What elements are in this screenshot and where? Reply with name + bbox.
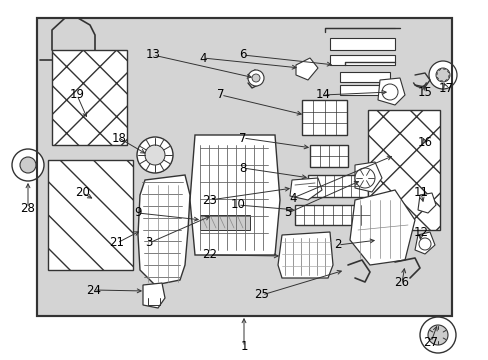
Text: 10: 10 bbox=[230, 198, 245, 211]
Text: 27: 27 bbox=[423, 336, 438, 348]
Text: 22: 22 bbox=[202, 248, 217, 261]
Text: 16: 16 bbox=[417, 136, 431, 149]
Circle shape bbox=[427, 325, 447, 345]
Bar bbox=[302, 100, 346, 135]
Bar bbox=[339, 85, 389, 95]
Text: 4: 4 bbox=[289, 192, 296, 204]
Text: 11: 11 bbox=[413, 186, 427, 199]
Bar bbox=[294, 205, 369, 225]
Text: 18: 18 bbox=[111, 131, 126, 144]
Bar bbox=[329, 55, 394, 65]
Circle shape bbox=[12, 149, 44, 181]
Text: 19: 19 bbox=[69, 89, 84, 102]
Text: 7: 7 bbox=[217, 89, 224, 102]
Circle shape bbox=[354, 168, 374, 188]
Circle shape bbox=[145, 145, 164, 165]
Bar bbox=[37, 18, 451, 316]
Circle shape bbox=[419, 317, 455, 353]
Bar bbox=[37, 18, 451, 316]
Bar bbox=[309, 145, 347, 167]
Bar bbox=[339, 72, 389, 82]
Polygon shape bbox=[389, 145, 407, 162]
Circle shape bbox=[20, 157, 36, 173]
Polygon shape bbox=[414, 232, 434, 254]
Circle shape bbox=[247, 70, 264, 86]
Bar bbox=[48, 160, 133, 270]
Circle shape bbox=[435, 68, 449, 82]
Text: 9: 9 bbox=[134, 207, 142, 220]
Polygon shape bbox=[138, 175, 190, 285]
Text: 6: 6 bbox=[239, 49, 246, 62]
Polygon shape bbox=[295, 58, 317, 80]
Text: 21: 21 bbox=[109, 237, 124, 249]
Text: 17: 17 bbox=[438, 81, 452, 94]
Text: 1: 1 bbox=[240, 341, 247, 354]
Circle shape bbox=[251, 74, 260, 82]
Bar bbox=[307, 175, 367, 197]
Circle shape bbox=[428, 61, 456, 89]
Bar bbox=[52, 50, 127, 145]
Text: 23: 23 bbox=[202, 194, 217, 207]
Text: 14: 14 bbox=[315, 89, 330, 102]
Polygon shape bbox=[354, 162, 381, 192]
Text: 3: 3 bbox=[145, 237, 152, 249]
Polygon shape bbox=[349, 190, 414, 265]
Text: 24: 24 bbox=[86, 284, 102, 297]
Circle shape bbox=[137, 137, 173, 173]
Circle shape bbox=[418, 238, 430, 250]
Polygon shape bbox=[142, 283, 164, 308]
Text: 13: 13 bbox=[145, 49, 160, 62]
Bar bbox=[329, 38, 394, 50]
Text: 26: 26 bbox=[394, 276, 408, 289]
Polygon shape bbox=[377, 78, 404, 105]
Polygon shape bbox=[190, 135, 280, 255]
Text: 8: 8 bbox=[239, 162, 246, 175]
Circle shape bbox=[381, 84, 397, 100]
Bar bbox=[367, 110, 439, 230]
Text: 5: 5 bbox=[284, 207, 291, 220]
Polygon shape bbox=[289, 178, 321, 200]
Text: 4: 4 bbox=[199, 51, 206, 64]
Polygon shape bbox=[417, 193, 435, 213]
Text: 2: 2 bbox=[334, 238, 341, 252]
Text: 20: 20 bbox=[76, 186, 90, 199]
Text: 12: 12 bbox=[413, 226, 427, 239]
Text: 15: 15 bbox=[417, 86, 431, 99]
Polygon shape bbox=[278, 232, 332, 278]
Text: 7: 7 bbox=[239, 131, 246, 144]
Text: 28: 28 bbox=[20, 202, 35, 215]
Bar bbox=[200, 215, 249, 230]
Text: 25: 25 bbox=[254, 288, 269, 302]
